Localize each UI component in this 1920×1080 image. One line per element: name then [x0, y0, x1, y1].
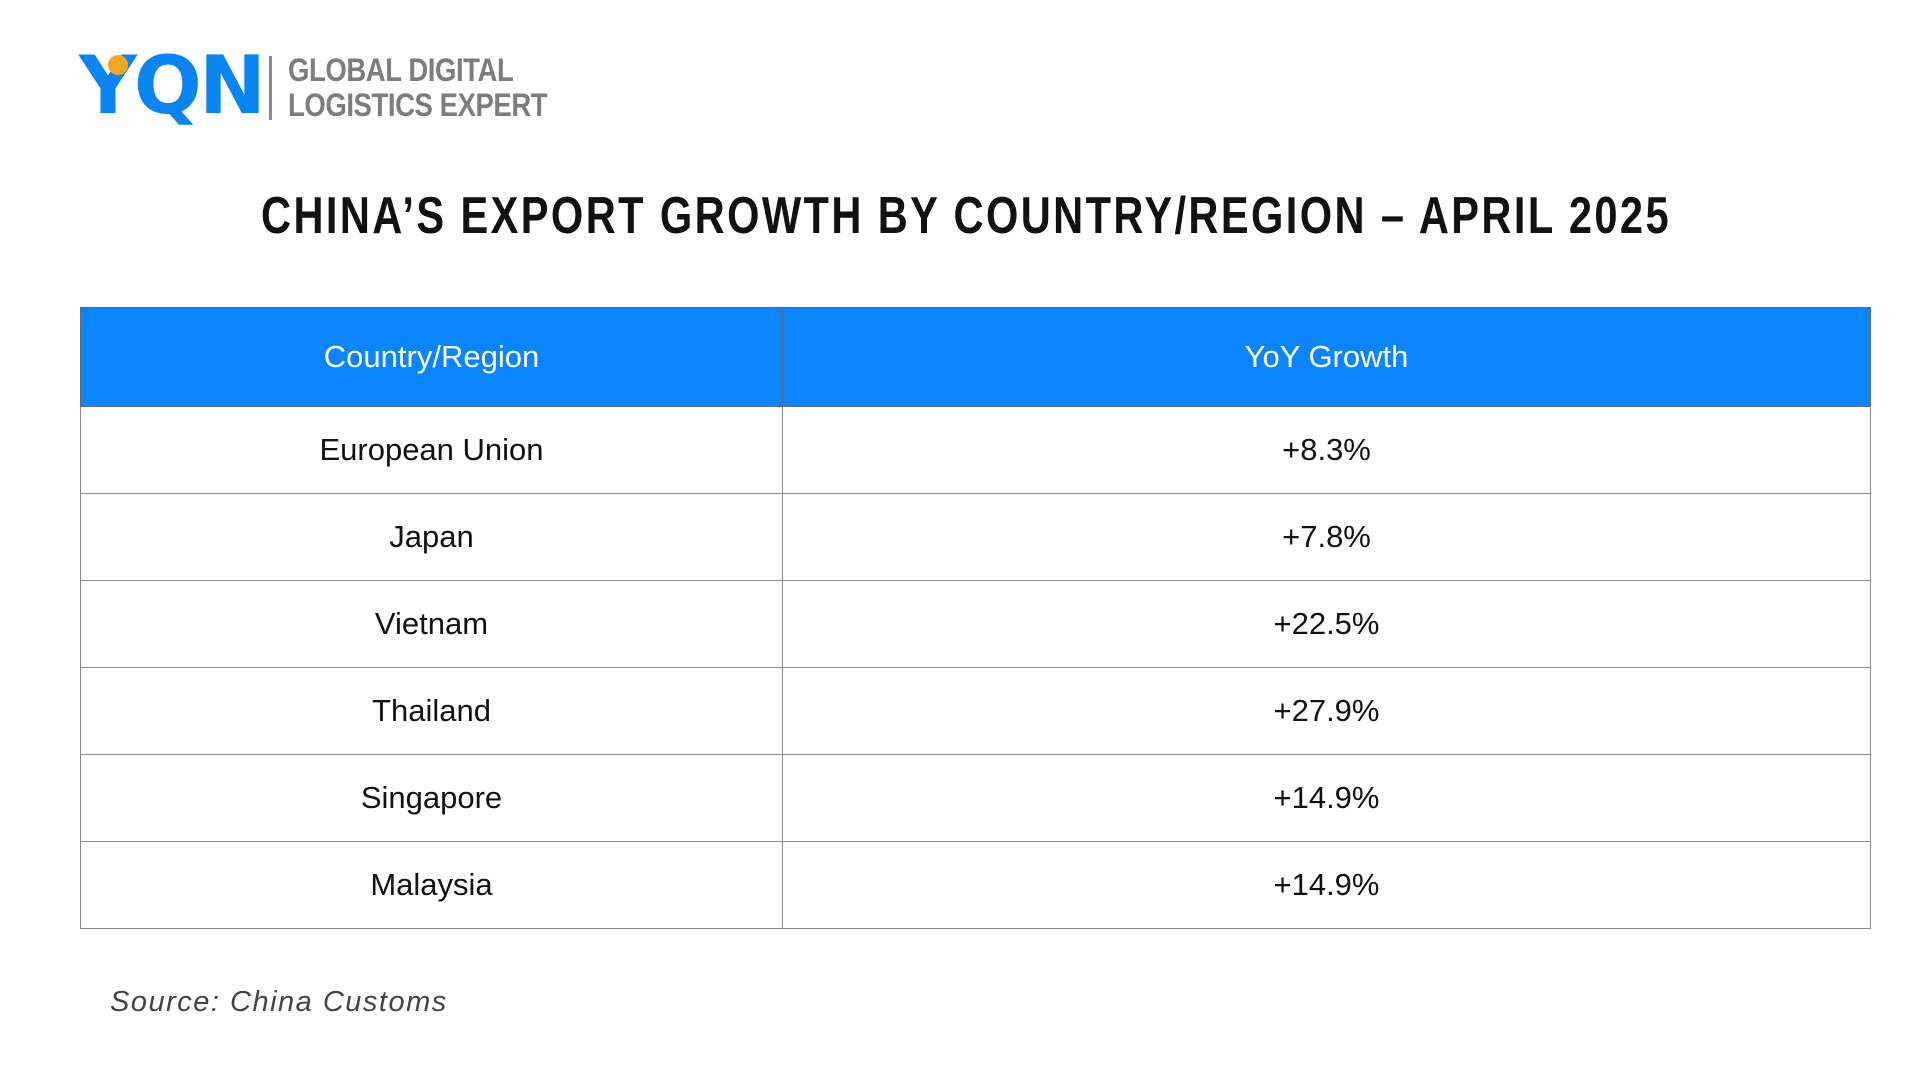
logo-wordmark: YQN [79, 39, 266, 132]
growth-cell: +7.8% [782, 493, 1871, 581]
table-header-row: Country/Region YoY Growth [80, 307, 1871, 407]
export-growth-table: Country/Region YoY Growth European Union… [80, 307, 1871, 929]
country-cell: Malaysia [80, 841, 783, 929]
table-row: Malaysia +14.9% [80, 841, 1871, 929]
logo-dot-icon [108, 55, 128, 75]
country-cell: Japan [80, 493, 783, 581]
chart-title: CHINA’S EXPORT GROWTH BY COUNTRY/REGION … [261, 187, 1671, 245]
logo-tagline: GLOBAL DIGITAL LOGISTICS EXPERT [288, 52, 548, 123]
country-cell: Singapore [80, 754, 783, 842]
growth-cell: +27.9% [782, 667, 1871, 755]
table-row: Vietnam +22.5% [80, 580, 1871, 668]
logo-tagline-line2: LOGISTICS EXPERT [288, 87, 548, 123]
table-row: Thailand +27.9% [80, 667, 1871, 755]
country-cell: Thailand [80, 667, 783, 755]
logo-divider [269, 56, 272, 120]
growth-cell: +8.3% [782, 406, 1871, 494]
country-cell: Vietnam [80, 580, 783, 668]
logo-mark: YQN [79, 46, 266, 126]
country-cell: European Union [80, 406, 783, 494]
growth-cell: +14.9% [782, 754, 1871, 842]
logo-tagline-line1: GLOBAL DIGITAL [288, 52, 514, 88]
source-note: Source: China Customs [110, 986, 448, 1018]
column-header-country: Country/Region [80, 307, 783, 407]
growth-cell: +22.5% [782, 580, 1871, 668]
table-body: European Union +8.3% Japan +7.8% Vietnam +22.… [80, 406, 1871, 929]
table-row: Singapore +14.9% [80, 754, 1871, 842]
table-row: European Union +8.3% [80, 406, 1871, 494]
logo: YQN GLOBAL DIGITAL LOGISTICS EXPERT [79, 46, 589, 126]
column-header-growth: YoY Growth [782, 307, 1871, 407]
data-table-container: Country/Region YoY Growth European Union… [80, 307, 1871, 929]
table-row: Japan +7.8% [80, 493, 1871, 581]
growth-cell: +14.9% [782, 841, 1871, 929]
